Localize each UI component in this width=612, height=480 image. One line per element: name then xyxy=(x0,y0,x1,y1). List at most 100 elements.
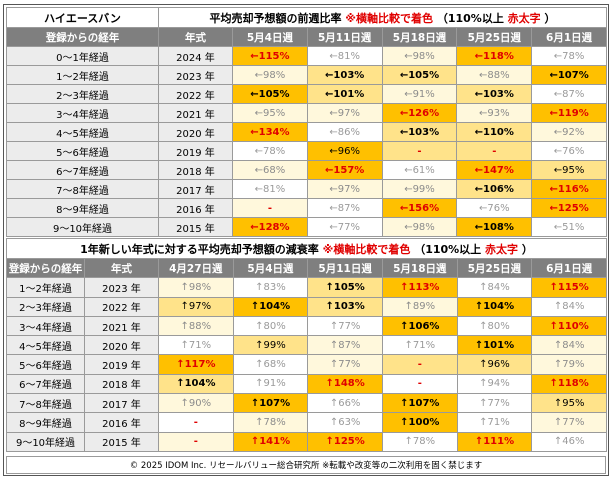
ratio-cell: ←87% xyxy=(306,198,383,218)
ratio-cell: ←106% xyxy=(456,179,533,199)
ratio-cell: ←97% xyxy=(306,179,383,199)
ratio-cell: ↑83% xyxy=(232,277,309,298)
ratio-cell: ←118% xyxy=(456,46,533,66)
column-header: 4月27日週 xyxy=(158,257,234,279)
ratio-cell: ↑105% xyxy=(307,277,383,298)
age-label: 3～4年経過 xyxy=(6,315,85,337)
age-label: 4～5年経過 xyxy=(6,335,85,356)
ratio-cell: ↑71% xyxy=(381,335,458,356)
model-year: 2017 年 xyxy=(84,393,159,414)
ratio-cell: ←81% xyxy=(232,179,308,199)
column-header: 5月18日週 xyxy=(381,27,458,47)
model-year: 2018 年 xyxy=(158,160,233,180)
ratio-cell: ←126% xyxy=(381,103,458,123)
ratio-cell: ↑141% xyxy=(232,431,309,452)
ratio-cell: ↑87% xyxy=(307,335,383,356)
ratio-cell: ↑97% xyxy=(158,296,234,317)
table-row: 3～4年経過 2021 年 ←95% ←97% ←126% ←93% ←119% xyxy=(6,103,607,123)
table-row: 6～7年経過 2018 年 ↑104% ↑91% ↑148% - ↑94% ↑118% xyxy=(6,373,608,395)
ratio-cell: ←116% xyxy=(531,179,607,199)
table1-title-row: ハイエースバン 平均売却予想額の前週比率 ※横軸比較で着色 （110%以上 赤太… xyxy=(6,7,607,28)
ratio-cell: ←78% xyxy=(531,46,607,66)
table1-title-paren-close: ） xyxy=(544,11,556,25)
ratio-cell: ↑107% xyxy=(232,393,309,414)
ratio-cell: ↑77% xyxy=(307,354,383,375)
ratio-cell: ↑95% xyxy=(531,393,608,414)
age-label: 2～3年経過 xyxy=(6,84,159,104)
ratio-cell: ↑113% xyxy=(381,277,458,298)
table-row: 8～9年経過 2016 年 - ↑78% ↑63% ↑100% ↑71% ↑77% xyxy=(6,412,608,433)
column-header: 5月4日週 xyxy=(232,27,308,47)
table-row: 7～8年経過 2017 年 ←81% ←97% ←99% ←106% ←116% xyxy=(6,179,607,199)
ratio-cell: ←125% xyxy=(531,198,607,218)
ratio-cell: ←128% xyxy=(232,217,308,237)
ratio-cell: ↑66% xyxy=(307,393,383,414)
ratio-cell: ←103% xyxy=(306,65,383,85)
ratio-cell: ↑80% xyxy=(456,315,533,337)
ratio-cell: ↑100% xyxy=(381,412,458,433)
table-row: 2～3年経過 2022 年 ←105% ←101% ←91% ←103% ←87% xyxy=(6,84,607,104)
ratio-cell: ↑103% xyxy=(307,296,383,317)
ratio-cell: ←96% xyxy=(306,141,383,161)
age-label: 9～10年経過 xyxy=(6,431,85,452)
ratio-cell: ←92% xyxy=(531,122,607,142)
ratio-cell: ←93% xyxy=(456,103,533,123)
ratio-cell: ↑125% xyxy=(307,431,383,452)
ratio-cell: ↑84% xyxy=(456,277,533,298)
ratio-cell: ↑77% xyxy=(531,412,608,433)
table-row: 4～5年経過 2020 年 ←134% ←86% ←103% ←110% ←92% xyxy=(6,122,607,142)
ratio-cell: ↑71% xyxy=(456,412,533,433)
table2-title: 1年新しい年式に対する平均売却予想額の減衰率 ※横軸比較で着色 （110%以上 … xyxy=(5,238,608,259)
age-label: 6～7年経過 xyxy=(6,160,159,180)
ratio-cell: ←68% xyxy=(232,160,308,180)
ratio-cell: ↑110% xyxy=(531,315,608,337)
model-year: 2024 年 xyxy=(158,46,233,66)
ratio-cell: ←87% xyxy=(531,84,607,104)
table2-title-red: 赤太字 xyxy=(485,242,519,256)
ratio-cell: ←101% xyxy=(306,84,383,104)
ratio-cell: ←77% xyxy=(306,217,383,237)
age-label: 5～6年経過 xyxy=(6,354,85,375)
ratio-cell: ↑79% xyxy=(531,354,608,375)
ratio-cell: - xyxy=(381,354,458,375)
ratio-cell: ←88% xyxy=(456,65,533,85)
table-row: 1～2年経過 2023 年 ↑98% ↑83% ↑105% ↑113% ↑84% ↑115% xyxy=(6,277,608,298)
model-year: 2021 年 xyxy=(158,103,233,123)
ratio-cell: ↑94% xyxy=(456,373,533,395)
table2-title-row: 1年新しい年式に対する平均売却予想額の減衰率 ※横軸比較で着色 （110%以上 … xyxy=(5,238,608,259)
ratio-cell: ←98% xyxy=(381,217,458,237)
ratio-cell: - xyxy=(381,373,458,395)
ratio-cell: ←95% xyxy=(531,160,607,180)
ratio-cell: ↑84% xyxy=(531,335,608,356)
model-year: 2020 年 xyxy=(84,335,159,356)
ratio-cell: ↑101% xyxy=(456,335,533,356)
column-header: 登録からの経年 xyxy=(6,27,159,47)
ratio-cell: ↑107% xyxy=(381,393,458,414)
table2-title-paren-open: （110%以上 xyxy=(414,242,482,256)
ratio-cell: ↑77% xyxy=(456,393,533,414)
table1-title-red: 赤太字 xyxy=(507,11,541,25)
ratio-cell: ↑77% xyxy=(307,315,383,337)
ratio-cell: ↑80% xyxy=(232,315,309,337)
table-row: 5～6年経過 2019 年 ←78% ←96% - - ←76% xyxy=(6,141,607,161)
ratio-cell: ↑117% xyxy=(158,354,234,375)
model-year: 2015 年 xyxy=(84,431,159,452)
model-year: 2018 年 xyxy=(84,373,159,395)
ratio-cell: ←103% xyxy=(456,84,533,104)
ratio-cell: ←91% xyxy=(381,84,458,104)
table-row: 0～1年経過 2024 年 ←115% ←81% ←98% ←118% ←78% xyxy=(6,46,607,66)
ratio-cell: ↑96% xyxy=(456,354,533,375)
ratio-cell: ↑106% xyxy=(381,315,458,337)
ratio-cell: ←97% xyxy=(306,103,383,123)
ratio-cell: ←78% xyxy=(232,141,308,161)
report-frame xyxy=(3,4,609,476)
column-header: 5月25日週 xyxy=(456,257,533,279)
age-label: 5～6年経過 xyxy=(6,141,159,161)
decay-rate-table: 1年新しい年式に対する平均売却予想額の減衰率 ※横軸比較で着色 （110%以上 … xyxy=(5,238,608,452)
ratio-cell: ←105% xyxy=(381,65,458,85)
ratio-cell: ↑111% xyxy=(456,431,533,452)
ratio-cell: ←103% xyxy=(381,122,458,142)
ratio-cell: ↑90% xyxy=(158,393,234,414)
model-year: 2019 年 xyxy=(84,354,159,375)
ratio-cell: - xyxy=(456,141,533,161)
